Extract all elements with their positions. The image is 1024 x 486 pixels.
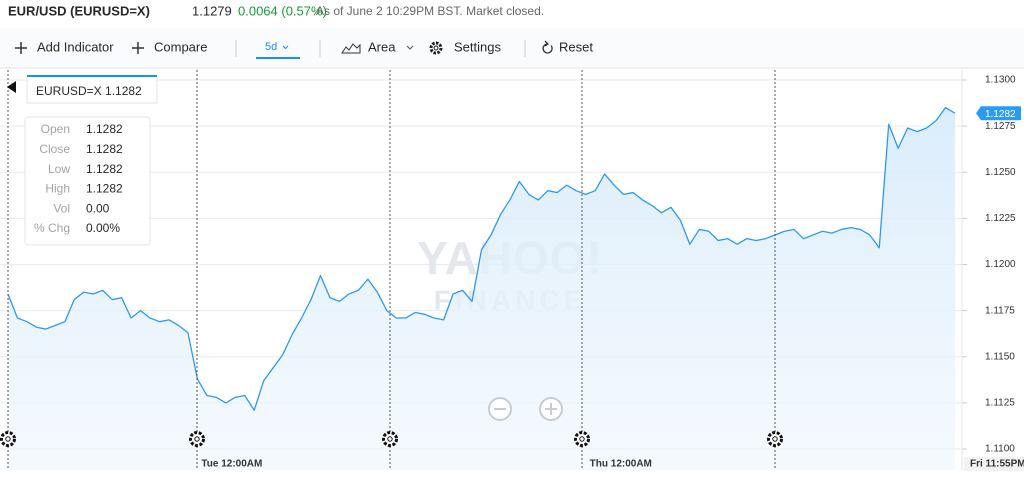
ohlc-label: Vol xyxy=(53,201,70,215)
market-note: As of June 2 10:29PM BST. Market closed. xyxy=(316,4,544,18)
y-tick-label: 1.1150 xyxy=(985,351,1015,362)
zoom-in[interactable] xyxy=(539,397,563,421)
reset[interactable]: Reset xyxy=(559,39,593,54)
day-dividers xyxy=(7,70,776,470)
compare-icon xyxy=(132,42,144,54)
ohlc-label: High xyxy=(45,182,70,196)
add-icon xyxy=(15,42,27,54)
x-tick-label: Thu 12:00AM xyxy=(590,459,652,470)
zoom-out[interactable] xyxy=(488,397,512,421)
y-tick-label: 1.1175 xyxy=(985,305,1015,316)
event-marker-core xyxy=(579,436,585,442)
toolbar xyxy=(0,28,1024,68)
event-marker-core xyxy=(387,436,393,442)
ohlc-label: Low xyxy=(48,162,70,176)
price: 1.1279 xyxy=(192,3,232,18)
chart-type[interactable]: Area xyxy=(368,39,396,54)
x-label-bg xyxy=(964,457,1024,471)
price-line xyxy=(7,107,956,411)
ohlc-rows: Open 1.1282 Close 1.1282 Low 1.1282 High 1.1282… xyxy=(34,122,123,235)
plot xyxy=(7,107,956,471)
y-tick-label: 1.1200 xyxy=(985,259,1016,270)
tooltip-header xyxy=(26,75,158,104)
last-price-tag xyxy=(976,106,1021,121)
y-tick-label: 1.1300 xyxy=(985,75,1016,86)
event-marker-core xyxy=(772,436,778,442)
x-tick-label: Tue 12:00AM xyxy=(201,459,262,470)
compare[interactable]: Compare xyxy=(154,39,207,54)
y-tick-label: 1.1125 xyxy=(985,398,1015,409)
area-icon xyxy=(341,43,361,54)
range-chevron xyxy=(282,45,289,50)
ohlc-box xyxy=(24,116,151,246)
ohlc-value: 1.1282 xyxy=(86,142,123,156)
last-price-label: 1.1282 xyxy=(985,109,1016,120)
reset-arrow xyxy=(544,40,550,47)
add-indicator[interactable]: Add Indicator xyxy=(37,39,114,54)
type-chevron xyxy=(406,45,414,50)
ohlc-label: Open xyxy=(41,122,70,136)
reset-icon xyxy=(542,43,553,54)
ohlc-value: 1.1282 xyxy=(86,122,123,136)
settings-icon xyxy=(429,41,443,55)
ohlc-value: 1.1282 xyxy=(86,182,123,196)
symbol: EUR/USD (EURUSD=X) xyxy=(8,3,150,18)
collapse-arrow[interactable] xyxy=(7,81,16,93)
y-tick-label: 1.1225 xyxy=(985,213,1016,224)
ohlc-value: 0.00% xyxy=(86,221,120,235)
settings-icon-core xyxy=(433,45,439,51)
y-tick-label: 1.1100 xyxy=(985,444,1015,455)
ohlc-label: % Chg xyxy=(34,221,70,235)
range-select[interactable]: 5d xyxy=(265,41,277,53)
ohlc-value: 0.00 xyxy=(86,201,110,215)
event-markers xyxy=(0,431,783,447)
y-tick-label: 1.1275 xyxy=(985,121,1016,132)
settings[interactable]: Settings xyxy=(454,39,501,54)
area-fill xyxy=(8,107,955,471)
ohlc-value: 1.1282 xyxy=(86,162,123,176)
ohlc-label: Close xyxy=(39,142,70,156)
y-tick-label: 1.1250 xyxy=(985,167,1016,178)
x-tick-label: Fri 11:55PM xyxy=(970,459,1024,470)
tooltip-title: EURUSD=X 1.1282 xyxy=(36,84,142,98)
change: 0.0064 (0.57%) xyxy=(238,3,327,18)
event-marker-core xyxy=(194,436,200,442)
event-marker-core xyxy=(5,436,11,442)
